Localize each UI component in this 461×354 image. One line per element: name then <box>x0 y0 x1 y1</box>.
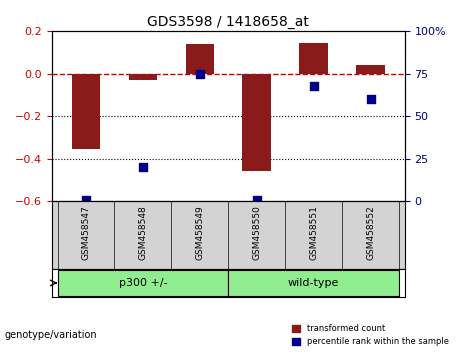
Text: wild-type: wild-type <box>288 278 339 288</box>
Text: p300 +/-: p300 +/- <box>118 278 167 288</box>
Bar <box>72 74 100 149</box>
Text: GSM458549: GSM458549 <box>195 205 204 259</box>
Point <box>253 197 260 202</box>
Text: GSM458548: GSM458548 <box>138 205 148 259</box>
Text: GSM458552: GSM458552 <box>366 205 375 259</box>
Legend: transformed count, percentile rank within the sample: transformed count, percentile rank withi… <box>289 321 452 350</box>
Bar <box>299 43 328 74</box>
Text: GSM458547: GSM458547 <box>82 205 90 259</box>
Bar <box>129 74 157 80</box>
Text: GSM458550: GSM458550 <box>252 205 261 259</box>
Title: GDS3598 / 1418658_at: GDS3598 / 1418658_at <box>148 15 309 29</box>
Bar <box>356 65 385 74</box>
Bar <box>186 44 214 74</box>
Point <box>196 71 203 77</box>
Text: genotype/variation: genotype/variation <box>5 330 97 339</box>
Bar <box>242 74 271 171</box>
FancyBboxPatch shape <box>58 270 228 296</box>
Point <box>83 197 90 202</box>
Text: GSM458551: GSM458551 <box>309 205 318 259</box>
FancyBboxPatch shape <box>228 270 399 296</box>
Point <box>367 97 374 102</box>
Point <box>139 165 147 170</box>
Point <box>310 83 317 88</box>
